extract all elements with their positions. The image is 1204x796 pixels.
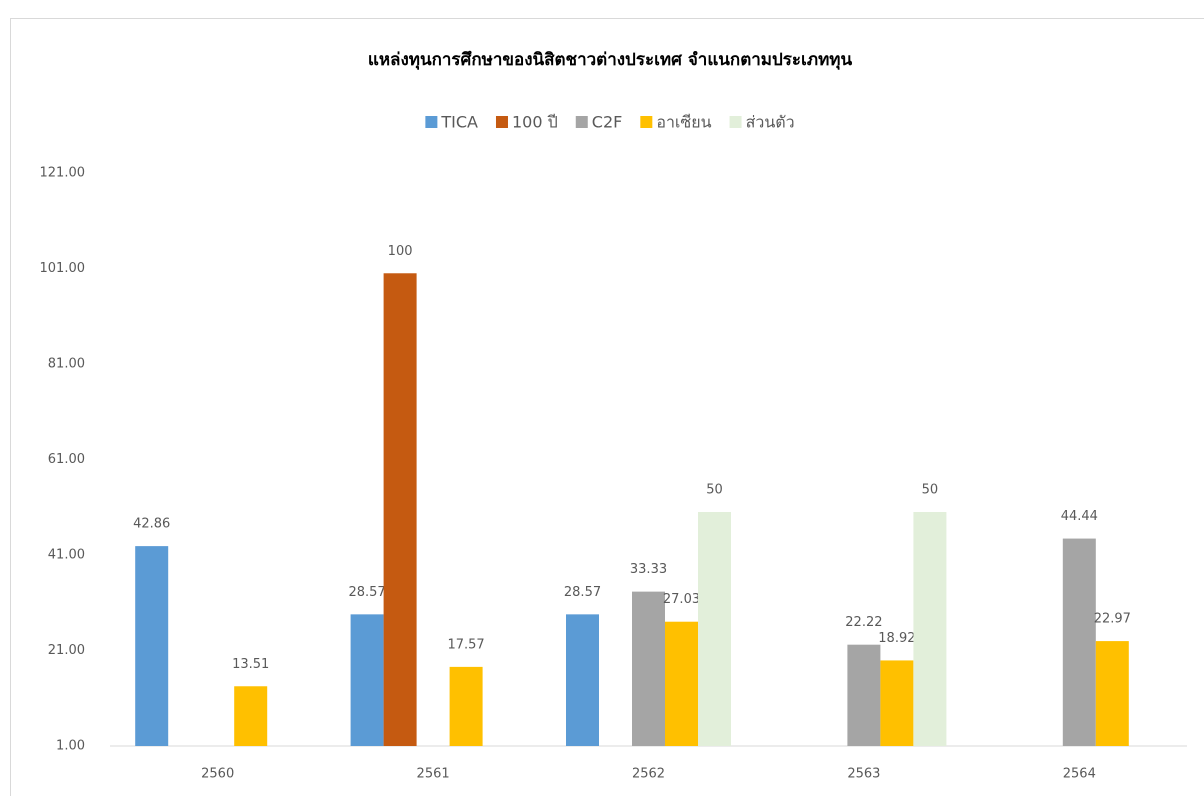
bar <box>847 644 881 746</box>
data-label: 33.33 <box>630 562 667 577</box>
legend-label: ส่วนตัว <box>746 113 795 132</box>
data-label: 28.57 <box>348 585 385 600</box>
legend-label: TICA <box>440 113 478 132</box>
bar <box>135 546 169 746</box>
y-tick-label: 121.00 <box>40 166 86 181</box>
x-tick-label: 2560 <box>201 767 234 782</box>
data-label: 22.97 <box>1094 612 1131 627</box>
data-label: 18.92 <box>878 631 915 646</box>
legend-label: อาเซียน <box>656 113 711 132</box>
bar <box>449 666 483 746</box>
bar <box>632 591 665 746</box>
legend-swatch <box>640 116 653 128</box>
chart-title: แหล่งทุนการศึกษาของนิสิตชาวต่างประเทศ จำ… <box>368 50 853 70</box>
bar <box>383 273 417 746</box>
data-label: 50 <box>922 483 939 498</box>
data-label: 17.57 <box>447 637 484 652</box>
x-tick-label: 2563 <box>847 767 880 782</box>
legend-label: 100 ปี <box>512 113 558 132</box>
x-tick-label: 2561 <box>417 767 450 782</box>
y-tick-label: 81.00 <box>48 357 85 372</box>
x-tick-label: 2562 <box>632 767 665 782</box>
y-tick-label: 61.00 <box>48 452 85 467</box>
data-label: 27.03 <box>663 592 700 607</box>
legend-swatch <box>575 116 588 128</box>
bar <box>665 621 698 746</box>
bar <box>566 614 599 746</box>
data-label: 42.86 <box>133 517 170 532</box>
chart-frame <box>10 18 1204 796</box>
data-label: 44.44 <box>1061 509 1098 524</box>
bar <box>234 686 268 746</box>
x-tick-label: 2564 <box>1063 767 1096 782</box>
data-label: 100 <box>388 244 413 259</box>
bar <box>350 614 384 746</box>
bar <box>1062 538 1096 746</box>
legend-swatch <box>729 116 742 128</box>
y-tick-label: 41.00 <box>48 548 85 563</box>
bar <box>880 660 914 746</box>
data-label: 22.22 <box>845 615 882 630</box>
legend-label: C2F <box>592 113 623 132</box>
bar <box>1095 641 1129 746</box>
y-tick-label: 1.00 <box>56 739 85 754</box>
bar <box>698 512 731 746</box>
data-label: 50 <box>706 483 723 498</box>
data-label: 13.51 <box>232 657 269 672</box>
legend-swatch <box>495 116 508 128</box>
y-tick-label: 21.00 <box>48 643 85 658</box>
bar <box>913 512 947 746</box>
data-label: 28.57 <box>564 585 601 600</box>
legend-swatch <box>425 116 438 128</box>
y-tick-label: 101.00 <box>40 261 86 276</box>
